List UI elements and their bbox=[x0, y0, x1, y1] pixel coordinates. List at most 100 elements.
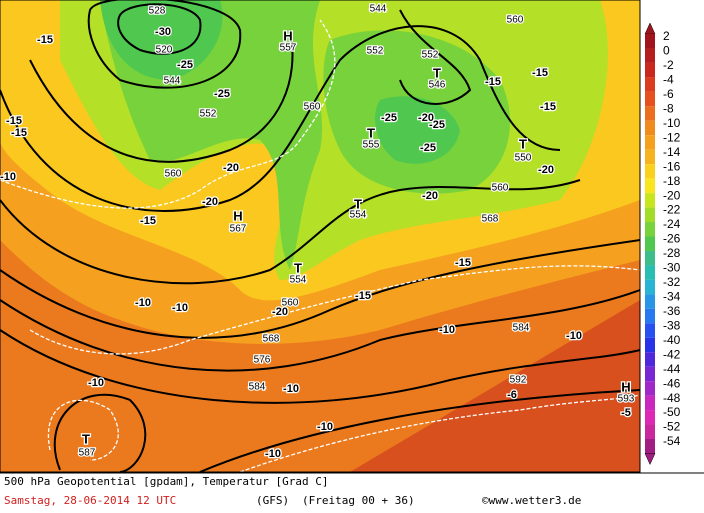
scale-label: -10 bbox=[663, 116, 681, 130]
scale-swatch bbox=[645, 395, 655, 411]
scale-label: -50 bbox=[663, 405, 681, 419]
scale-swatch bbox=[645, 48, 655, 63]
scale-swatch bbox=[645, 120, 655, 136]
scale-label: -2 bbox=[663, 58, 674, 72]
map-label: 557 bbox=[280, 43, 297, 54]
map-label: -20 bbox=[418, 112, 434, 124]
scale-swatch bbox=[645, 294, 655, 309]
scale-label: -22 bbox=[663, 203, 681, 217]
scale-label: -34 bbox=[663, 290, 681, 304]
map-label: 554 bbox=[350, 210, 367, 221]
scale-label: -30 bbox=[663, 261, 681, 275]
scale-label: -20 bbox=[663, 188, 681, 202]
scale-label: -42 bbox=[663, 347, 681, 361]
scale-swatch bbox=[645, 337, 655, 353]
scale-label: -26 bbox=[663, 232, 681, 246]
map-label: -10 bbox=[283, 383, 299, 395]
scale-swatch bbox=[645, 164, 655, 179]
footer-model: (GFS) bbox=[256, 494, 289, 507]
scale-label: -12 bbox=[663, 130, 681, 144]
scale-swatch bbox=[645, 34, 655, 49]
map-label: 568 bbox=[263, 334, 280, 345]
map-label: 560 bbox=[304, 102, 321, 113]
scale-swatch bbox=[645, 265, 655, 280]
scale-label: -24 bbox=[663, 217, 681, 231]
map-label: -25 bbox=[429, 119, 445, 131]
map-label: -10 bbox=[172, 302, 188, 314]
map-label: 584 bbox=[513, 323, 530, 334]
scale-label: -36 bbox=[663, 304, 681, 318]
map-label: 528 bbox=[149, 6, 166, 17]
footer-date: Samstag, 28-06-2014 12 UTC bbox=[4, 494, 176, 507]
scale-label: -46 bbox=[663, 376, 681, 390]
map-label: T bbox=[367, 125, 375, 140]
map-label: -30 bbox=[155, 26, 171, 38]
scale-swatch bbox=[645, 352, 655, 367]
map-label: 544 bbox=[164, 76, 181, 87]
map-label: 552 bbox=[367, 46, 384, 57]
scale-swatch bbox=[645, 308, 655, 324]
footer-run: (Freitag 00 + 36) bbox=[302, 494, 415, 507]
map-label: -10 bbox=[439, 324, 455, 336]
scale-label: 2 bbox=[663, 29, 670, 43]
map-label: 576 bbox=[254, 355, 271, 366]
scale-swatch bbox=[645, 106, 655, 121]
map-label: 550 bbox=[515, 153, 532, 164]
map-label: 584 bbox=[249, 382, 266, 393]
map-label: -20 bbox=[538, 164, 554, 176]
map-label: -15 bbox=[355, 290, 371, 302]
scale-swatch bbox=[645, 91, 655, 107]
scale-swatch bbox=[645, 424, 655, 439]
map-label: -20 bbox=[272, 306, 288, 318]
map-label: T bbox=[82, 431, 90, 446]
map-label: 567 bbox=[230, 224, 247, 235]
color-scale: 20-2-4-6-8-10-12-14-16-18-20-22-24-26-28… bbox=[644, 22, 681, 466]
scale-label: -52 bbox=[663, 420, 681, 434]
map-label: -10 bbox=[317, 421, 333, 433]
map-label: -20 bbox=[202, 196, 218, 208]
scale-swatch bbox=[645, 222, 655, 237]
scale-swatch bbox=[645, 381, 655, 396]
map-label: 560 bbox=[165, 169, 182, 180]
scale-arrow-top bbox=[644, 22, 656, 35]
scale-swatch bbox=[645, 62, 655, 78]
map-label: -25 bbox=[381, 112, 397, 124]
map-label: 555 bbox=[363, 140, 380, 151]
map-label: -20 bbox=[223, 162, 239, 174]
map-label: 552 bbox=[200, 109, 217, 120]
map-label: -25 bbox=[420, 142, 436, 154]
map-label: 592 bbox=[510, 375, 527, 386]
scale-label: -8 bbox=[663, 101, 674, 115]
scale-swatch bbox=[645, 366, 655, 382]
map-label: H bbox=[233, 208, 242, 223]
scale-label: -16 bbox=[663, 159, 681, 173]
map-label: -10 bbox=[135, 297, 151, 309]
scale-swatch bbox=[645, 193, 655, 208]
scale-label: -6 bbox=[663, 87, 674, 101]
map-label: H bbox=[621, 379, 630, 394]
scale-swatch bbox=[645, 279, 655, 295]
map-label: -15 bbox=[532, 67, 548, 79]
map-label: 552 bbox=[422, 50, 439, 61]
map-label: -15 bbox=[455, 257, 471, 269]
scale-swatch bbox=[645, 135, 655, 150]
scale-swatch bbox=[645, 323, 655, 338]
scale-label: -4 bbox=[663, 73, 674, 87]
map-label: 568 bbox=[482, 214, 499, 225]
scale-label: -48 bbox=[663, 391, 681, 405]
map-label: -15 bbox=[11, 127, 27, 139]
map-label: -15 bbox=[540, 101, 556, 113]
footer-source: ©www.wetter3.de bbox=[482, 494, 581, 507]
map-label: -10 bbox=[566, 330, 582, 342]
map-label: 520 bbox=[156, 45, 173, 56]
map-label: -10 bbox=[0, 171, 16, 183]
map-label: -25 bbox=[214, 88, 230, 100]
map-label: 560 bbox=[492, 183, 509, 194]
scale-swatch bbox=[645, 236, 655, 251]
map-label: -20 bbox=[422, 190, 438, 202]
map-label: -10 bbox=[88, 377, 104, 389]
scale-label: -38 bbox=[663, 318, 681, 332]
scale-swatch bbox=[645, 77, 655, 92]
